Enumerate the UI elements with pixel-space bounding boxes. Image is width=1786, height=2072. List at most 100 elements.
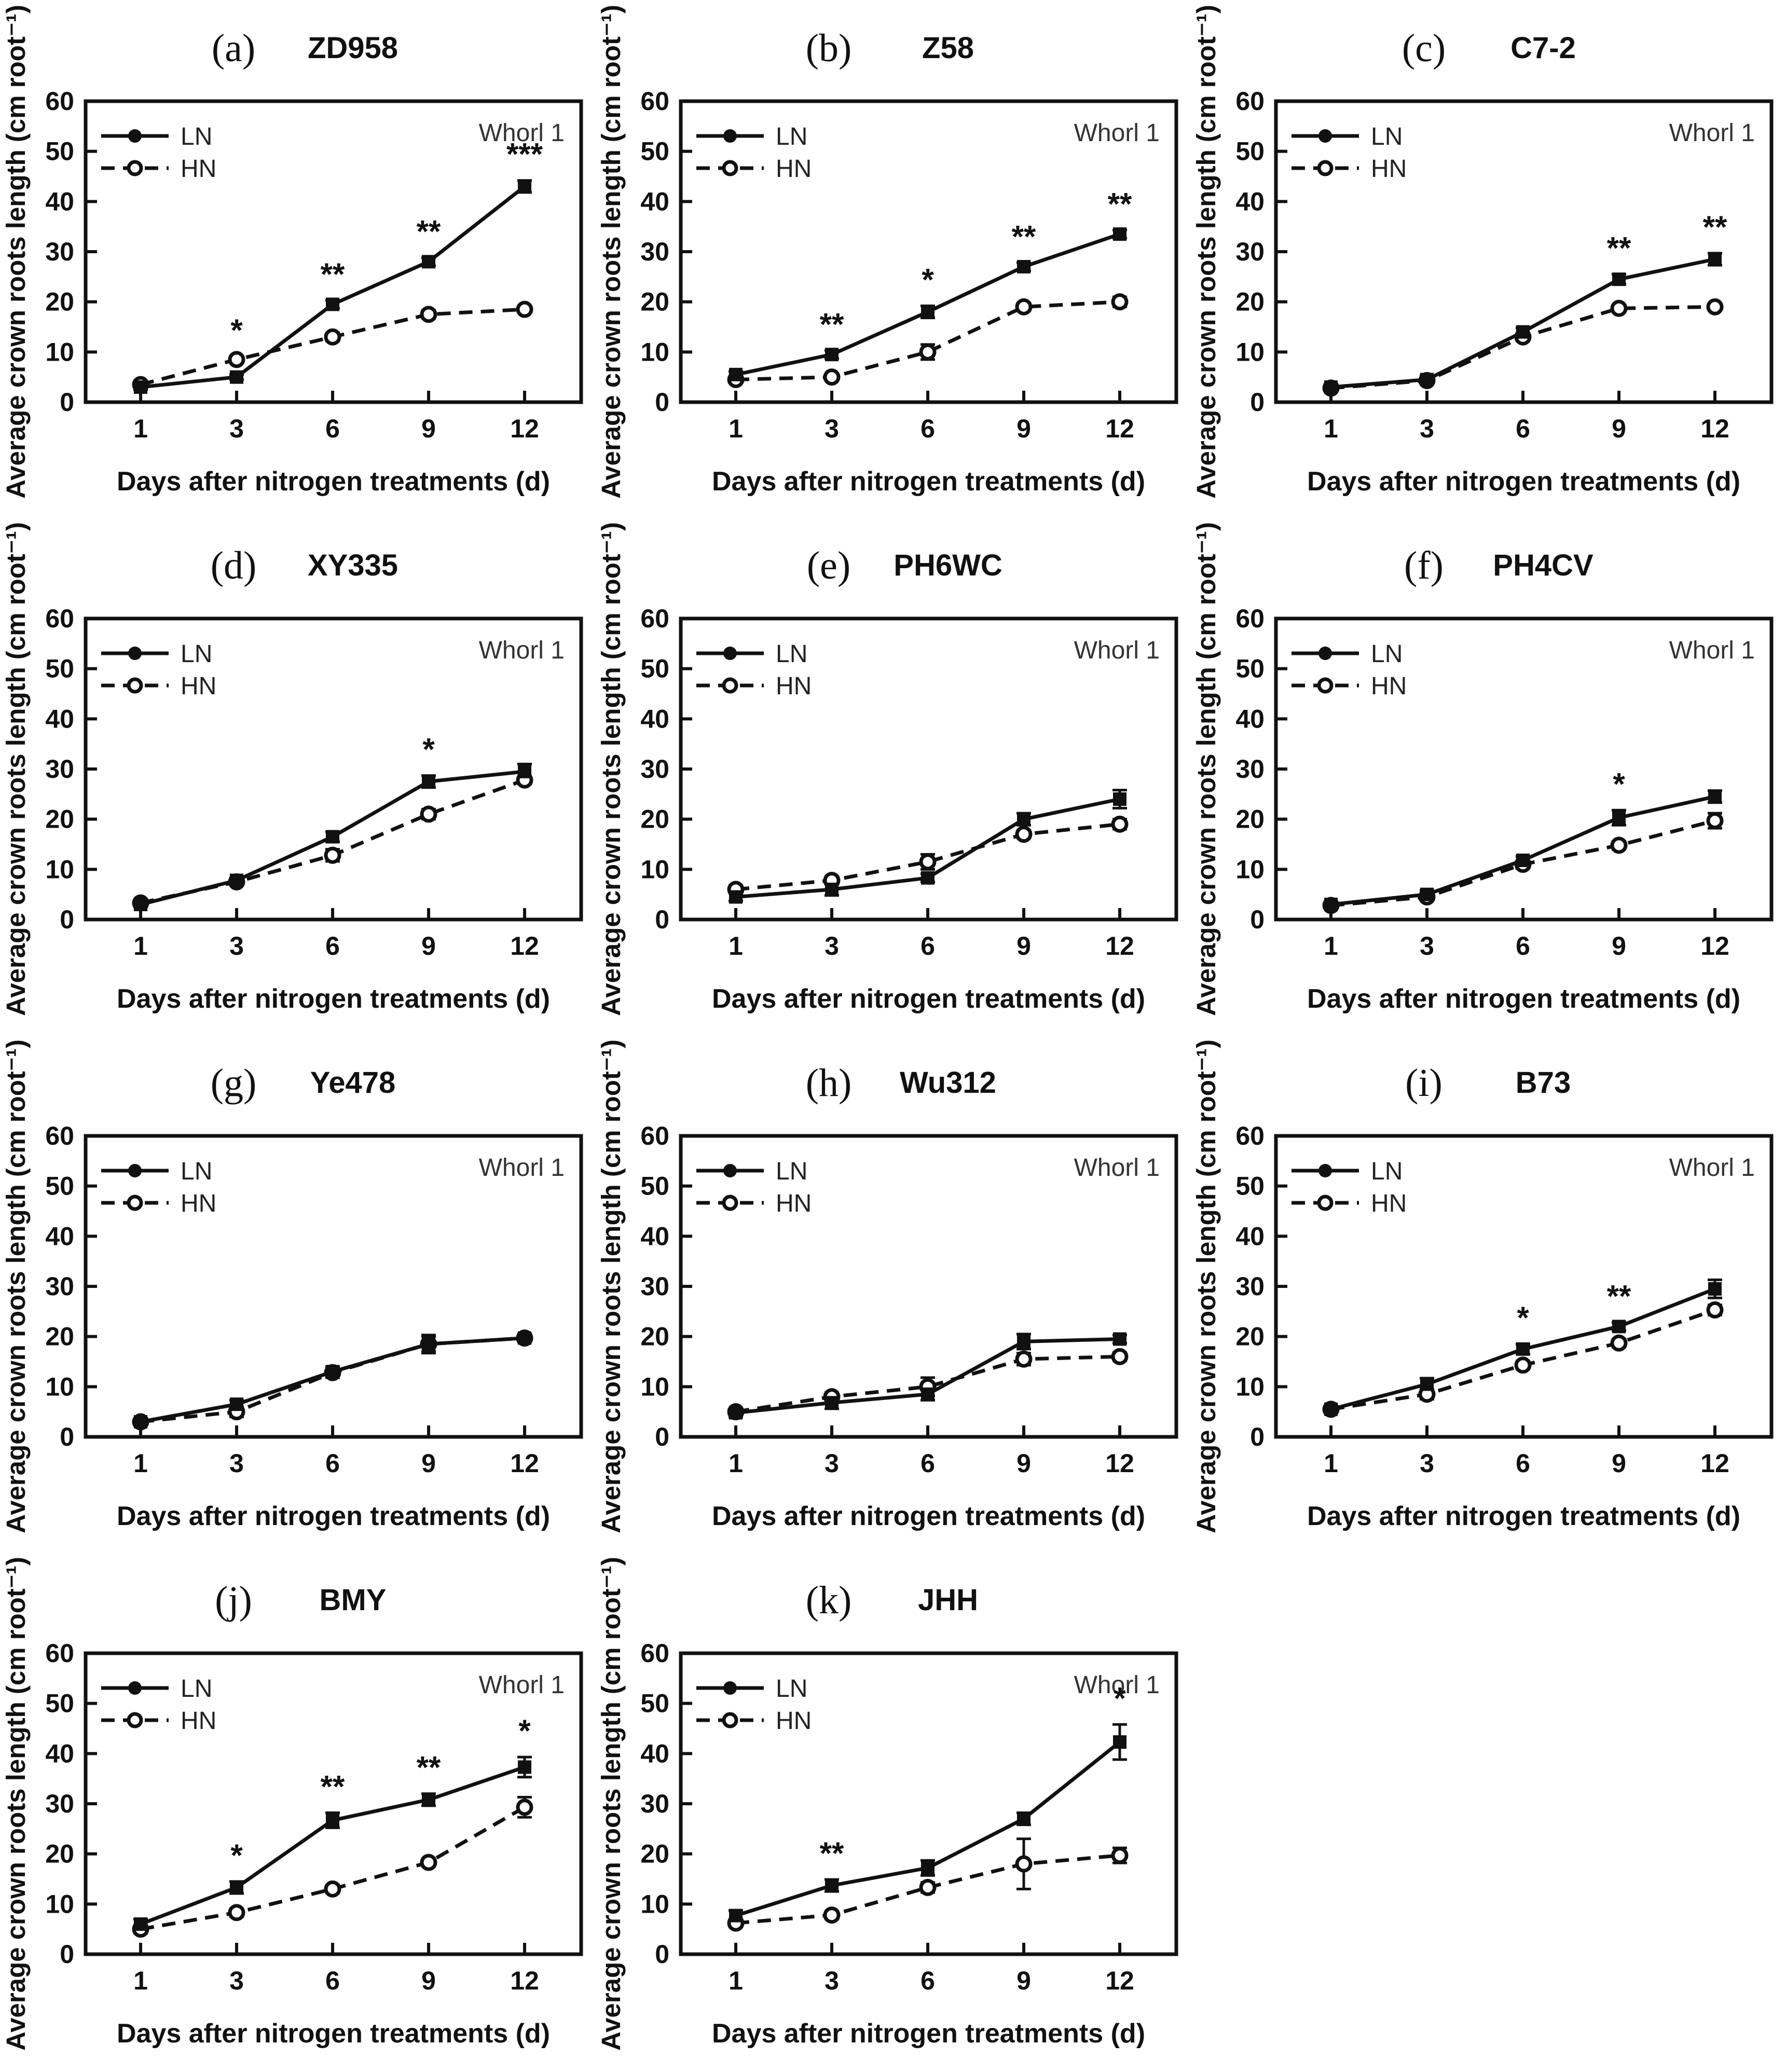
hn-data-point	[1015, 1350, 1033, 1368]
y-tick-label: 20	[640, 1840, 669, 1869]
legend-hn-label: HN	[1371, 1190, 1407, 1217]
hn-data-point	[1706, 298, 1724, 315]
ln-data-point	[1420, 373, 1434, 387]
y-tick-label: 0	[1250, 1422, 1265, 1451]
panel-k: (k) JHH Average crown roots length (cm roo…	[595, 1552, 1190, 2069]
y-tick-label: 60	[640, 604, 669, 633]
legend-ln-label: LN	[776, 1158, 807, 1185]
y-tick-label: 40	[640, 187, 669, 216]
x-tick-label: 12	[510, 414, 539, 443]
hn-data-point	[1610, 836, 1628, 854]
y-tick-label: 10	[640, 855, 669, 884]
ln-data-point	[1017, 1812, 1031, 1826]
x-tick-label: 3	[1420, 931, 1434, 960]
y-tick-label: 30	[45, 754, 74, 784]
y-axis-title: Average crown roots length (cm root⁻¹)	[1191, 522, 1221, 1016]
x-tick-label: 9	[1016, 1449, 1031, 1478]
legend-hn-marker	[722, 677, 738, 694]
y-tick-label: 50	[640, 1689, 669, 1718]
y-tick-label: 30	[640, 237, 669, 266]
hn-data-point	[1610, 299, 1628, 317]
panel-letter: (k)	[806, 1579, 852, 1622]
significance-marker: ***	[506, 137, 543, 172]
x-tick-label: 1	[1324, 931, 1338, 960]
legend-ln-marker	[128, 647, 142, 660]
significance-marker: **	[1607, 231, 1631, 266]
ln-data-point	[326, 1813, 339, 1827]
legend-ln-marker	[128, 1164, 142, 1177]
hn-data-point	[420, 1854, 437, 1871]
x-tick-label: 9	[1612, 931, 1626, 960]
x-axis-title: Days after nitrogen treatments (d)	[712, 2019, 1145, 2049]
y-tick-label: 50	[1235, 654, 1265, 683]
legend-hn-marker	[127, 1712, 143, 1728]
y-tick-label: 10	[640, 1372, 669, 1401]
y-tick-label: 20	[1235, 287, 1265, 317]
ln-data-point	[230, 873, 243, 887]
y-axis-title: Average crown roots length (cm root⁻¹)	[1, 1557, 31, 2051]
ln-data-point	[1708, 1282, 1722, 1296]
legend-hn-label: HN	[181, 1707, 216, 1735]
y-tick-label: 10	[45, 855, 74, 884]
x-tick-label: 9	[1016, 1966, 1031, 1995]
y-tick-label: 50	[1235, 1172, 1265, 1201]
ln-data-point	[825, 348, 839, 362]
y-axis-title: Average crown roots length (cm root⁻¹)	[1, 522, 31, 1016]
x-tick-label: 3	[825, 414, 839, 443]
panel-title: XY335	[308, 548, 398, 582]
panel-e: (e) PH6WC Average crown roots length (cm r…	[595, 517, 1190, 1035]
y-tick-label: 0	[60, 388, 74, 417]
y-tick-label: 20	[640, 287, 669, 317]
y-tick-label: 50	[45, 654, 74, 683]
legend-ln-label: LN	[181, 123, 212, 150]
ln-series-line	[1330, 794, 1715, 907]
significance-marker: *	[230, 313, 243, 348]
ln-data-point	[1113, 1735, 1126, 1749]
y-tick-label: 20	[640, 1322, 669, 1351]
ln-data-point	[422, 255, 435, 269]
ln-data-point	[326, 1365, 339, 1379]
x-tick-label: 6	[921, 1966, 935, 1995]
x-tick-label: 12	[510, 931, 539, 960]
x-tick-label: 12	[510, 1966, 539, 1995]
ln-data-point	[422, 1337, 435, 1351]
legend-hn-marker	[1317, 160, 1334, 176]
x-axis-title: Days after nitrogen treatments (d)	[1307, 1501, 1740, 1531]
x-axis-title: Days after nitrogen treatments (d)	[1307, 466, 1740, 497]
x-tick-label: 3	[229, 931, 244, 960]
hn-data-point	[228, 1904, 245, 1922]
y-tick-label: 30	[1235, 1272, 1265, 1301]
significance-marker: **	[820, 307, 844, 341]
ln-data-point	[326, 830, 339, 844]
significance-marker: *	[422, 732, 435, 767]
y-tick-label: 10	[1235, 337, 1265, 366]
y-axis-title: Average crown roots length (cm root⁻¹)	[1191, 5, 1221, 499]
y-tick-label: 0	[1250, 388, 1265, 417]
panel-letter: (a)	[212, 26, 255, 70]
x-tick-label: 9	[421, 414, 436, 443]
panel-i: (i) B73 Average crown roots length (cm roo…	[1190, 1035, 1785, 1552]
panel-letter: (c)	[1402, 26, 1446, 70]
ln-data-point	[1516, 325, 1530, 339]
whorl-annotation: Whorl 1	[1074, 119, 1160, 147]
x-tick-label: 1	[133, 414, 148, 443]
significance-marker: **	[1108, 186, 1132, 221]
y-tick-label: 60	[1235, 604, 1265, 633]
panel-title: BMY	[320, 1583, 387, 1617]
ln-data-point	[1612, 811, 1626, 825]
y-tick-label: 40	[1235, 187, 1265, 216]
x-tick-label: 1	[1324, 1449, 1338, 1478]
legend-ln-label: LN	[1371, 123, 1403, 150]
legend-hn-marker	[127, 677, 143, 694]
y-tick-label: 10	[45, 337, 74, 366]
y-tick-label: 40	[640, 704, 669, 733]
hn-data-point	[228, 351, 245, 368]
significance-marker: *	[1114, 1681, 1126, 1716]
ln-data-point	[825, 883, 839, 896]
panel-title: Ye478	[310, 1066, 396, 1100]
y-tick-label: 40	[1235, 704, 1265, 733]
y-tick-label: 10	[1235, 1372, 1265, 1401]
panel-title: Z58	[922, 31, 974, 65]
y-tick-label: 30	[45, 237, 74, 266]
